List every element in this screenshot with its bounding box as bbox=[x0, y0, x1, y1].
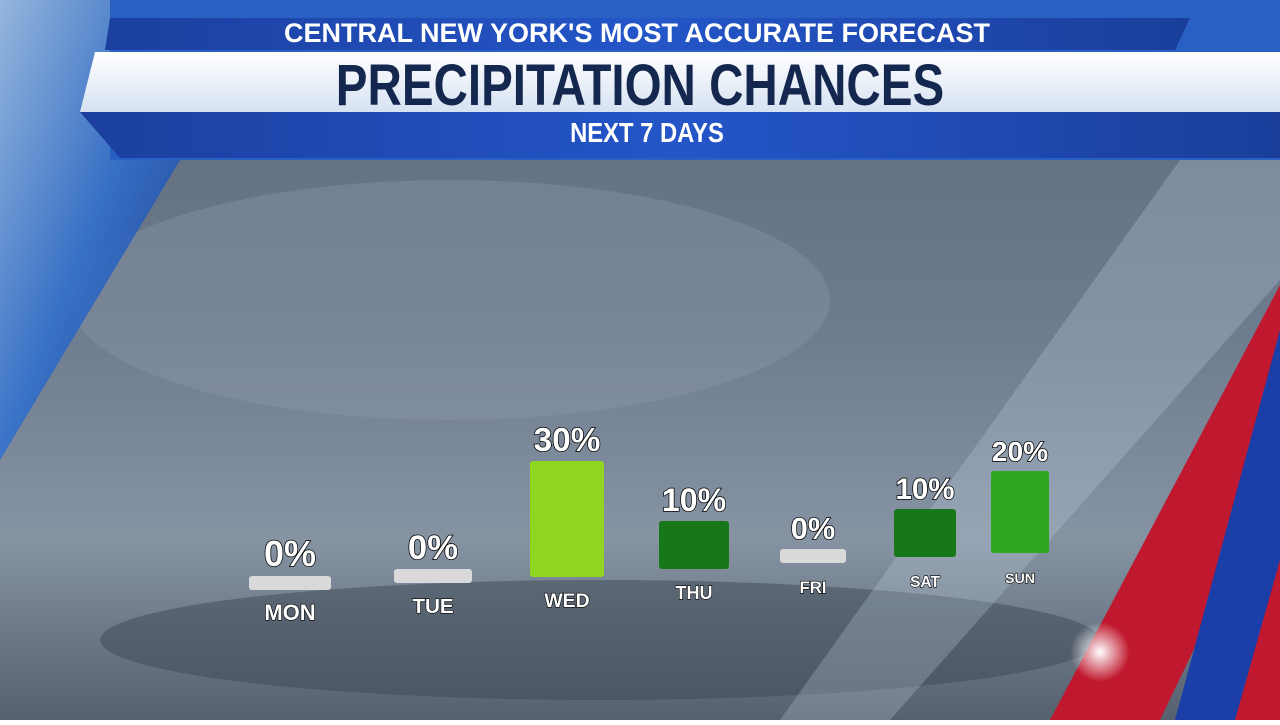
bar bbox=[991, 471, 1049, 553]
title-band bbox=[80, 52, 1280, 112]
flare bbox=[1070, 622, 1130, 682]
category-label: MON bbox=[264, 600, 315, 625]
bar bbox=[780, 549, 846, 563]
value-label: 0% bbox=[264, 533, 316, 574]
value-label: 0% bbox=[408, 529, 458, 567]
value-label: 20% bbox=[992, 435, 1048, 467]
value-label: 10% bbox=[662, 482, 726, 518]
category-label: THU bbox=[675, 583, 712, 603]
glass-panel bbox=[780, 160, 1280, 720]
subtitle-band bbox=[80, 112, 1280, 158]
chart-subtitle: NEXT 7 DAYS bbox=[570, 116, 724, 148]
header-text: CENTRAL NEW YORK'S MOST ACCURATE FORECAS… bbox=[284, 18, 990, 48]
bar bbox=[894, 509, 956, 557]
stripe-red bbox=[1050, 285, 1280, 720]
cloud bbox=[100, 580, 1100, 700]
value-label: 10% bbox=[895, 473, 954, 506]
category-label: FRI bbox=[799, 578, 826, 597]
category-label: WED bbox=[544, 590, 589, 612]
bar bbox=[394, 569, 472, 583]
value-label: 0% bbox=[791, 511, 836, 546]
cloud bbox=[70, 180, 830, 420]
bar bbox=[249, 576, 331, 590]
category-label: SUN bbox=[1005, 571, 1035, 587]
stripe-red bbox=[1235, 560, 1280, 720]
category-label: TUE bbox=[412, 595, 453, 618]
chart-title: PRECIPITATION CHANCES bbox=[336, 54, 944, 119]
bar bbox=[659, 521, 729, 569]
bar bbox=[530, 461, 604, 577]
category-label: SAT bbox=[910, 574, 940, 591]
header-band bbox=[105, 18, 1190, 50]
stripe-blue bbox=[1175, 330, 1280, 720]
value-label: 30% bbox=[534, 422, 601, 459]
bar-chart: 0% MON 0% TUE 30% WED 10% THU 0% FRI 10% SAT 20% SUN bbox=[249, 421, 1049, 626]
